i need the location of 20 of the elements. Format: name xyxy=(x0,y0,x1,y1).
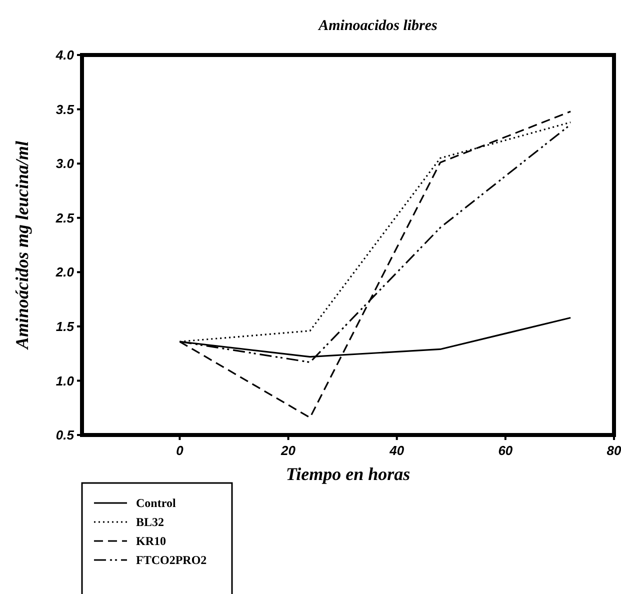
x-tick-label: 0 xyxy=(176,443,184,458)
x-tick-label: 40 xyxy=(388,443,405,458)
y-axis-title: Aminoácidos mg leucina/ml xyxy=(12,140,32,350)
x-tick-label: 60 xyxy=(498,443,514,458)
y-tick-label: 0.5 xyxy=(56,428,75,443)
y-tick-label: 1.0 xyxy=(56,373,75,388)
y-tick-label: 2.5 xyxy=(54,210,75,226)
y-tick-label: 4.0 xyxy=(54,48,75,63)
legend-label: Control xyxy=(136,496,176,510)
y-tick-label: 2.0 xyxy=(54,264,75,280)
legend-label: BL32 xyxy=(136,515,164,530)
y-tick-label: 3.0 xyxy=(56,156,75,172)
x-axis-title: Tiempo en horas xyxy=(286,464,410,484)
x-tick-label: 20 xyxy=(280,443,296,458)
y-tick-label: 1.5 xyxy=(56,318,75,334)
x-tick-label: 80 xyxy=(606,443,621,458)
chart-title: Aminoacidos libres xyxy=(318,18,438,34)
y-tick-label: 3.5 xyxy=(56,102,75,117)
legend-label: KR10 xyxy=(136,534,166,548)
legend-label: FTCO2PRO2 xyxy=(136,553,207,568)
